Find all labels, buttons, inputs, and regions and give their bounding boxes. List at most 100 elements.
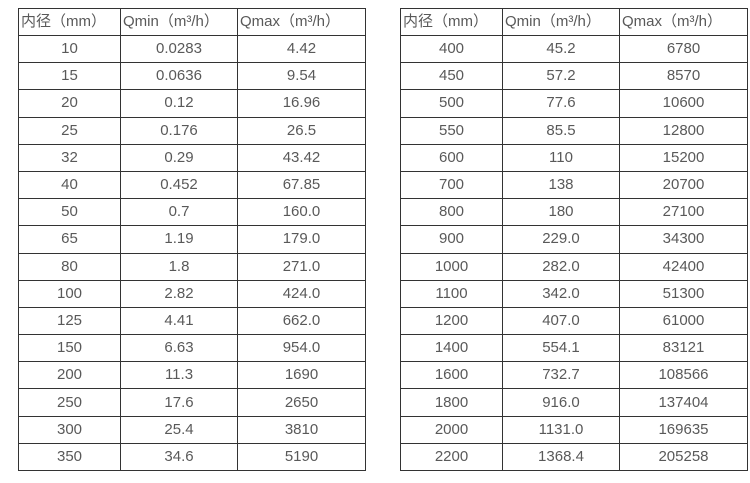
- table-cell: 3810: [237, 415, 366, 444]
- table-row: 800 180 27100: [400, 198, 748, 227]
- table-cell: 20700: [619, 170, 748, 200]
- table-cell: 407.0: [502, 306, 620, 336]
- table-cell: 600: [400, 143, 503, 172]
- table-row: 700 138 20700: [400, 170, 748, 200]
- table-cell: 282.0: [502, 252, 620, 281]
- table-cell: 61000: [619, 306, 748, 336]
- table-row: 80 1.8 271.0: [18, 252, 366, 281]
- table-cell: 1800: [400, 388, 503, 417]
- table-cell: 80: [18, 252, 121, 281]
- table-cell: 2650: [237, 388, 366, 417]
- table-cell: 43.42: [237, 143, 366, 172]
- table-cell: 25.4: [120, 415, 238, 444]
- table-row: 500 77.6 10600: [400, 89, 748, 118]
- table-cell: 400: [400, 34, 503, 64]
- table-cell: 342.0: [502, 279, 620, 308]
- table-row: 300 25.4 3810: [18, 415, 366, 444]
- table-row: 2200 1368.4 205258: [400, 442, 748, 472]
- table-row: 10 0.0283 4.42: [18, 34, 366, 64]
- table-header-row: 内径（mm） Qmin（m³/h） Qmax（m³/h）: [400, 8, 748, 36]
- table-cell: 1600: [400, 361, 503, 390]
- table-cell: 50: [18, 198, 121, 227]
- table-row: 25 0.176 26.5: [18, 116, 366, 145]
- table-cell: 700: [400, 170, 503, 200]
- table-row: 15 0.0636 9.54: [18, 62, 366, 91]
- table-cell: 65: [18, 225, 121, 254]
- table-cell: 2000: [400, 415, 503, 444]
- table-cell: 150: [18, 334, 121, 363]
- table-row: 40 0.452 67.85: [18, 170, 366, 200]
- table-cell: 34300: [619, 225, 748, 254]
- table-cell: 1131.0: [502, 415, 620, 444]
- table-row: 1100 342.0 51300: [400, 279, 748, 308]
- column-header: Qmin（m³/h）: [120, 8, 238, 36]
- table-cell: 1100: [400, 279, 503, 308]
- table-cell: 450: [400, 62, 503, 91]
- column-header: 内径（mm）: [18, 8, 121, 36]
- table-cell: 662.0: [237, 306, 366, 336]
- table-cell: 0.12: [120, 89, 238, 118]
- table-cell: 4.41: [120, 306, 238, 336]
- table-cell: 25: [18, 116, 121, 145]
- table-cell: 4.42: [237, 34, 366, 64]
- table-cell: 42400: [619, 252, 748, 281]
- column-header: Qmax（m³/h）: [237, 8, 366, 36]
- table-cell: 15: [18, 62, 121, 91]
- table-row: 20 0.12 16.96: [18, 89, 366, 118]
- column-header: Qmax（m³/h）: [619, 8, 748, 36]
- table-cell: 110: [502, 143, 620, 172]
- table-cell: 51300: [619, 279, 748, 308]
- table-cell: 10600: [619, 89, 748, 118]
- table-cell: 20: [18, 89, 121, 118]
- table-cell: 10: [18, 34, 121, 64]
- table-cell: 0.29: [120, 143, 238, 172]
- table-cell: 15200: [619, 143, 748, 172]
- table-cell: 2.82: [120, 279, 238, 308]
- table-cell: 6.63: [120, 334, 238, 363]
- table-cell: 916.0: [502, 388, 620, 417]
- table-header-row: 内径（mm） Qmin（m³/h） Qmax（m³/h）: [18, 8, 366, 36]
- table-row: 150 6.63 954.0: [18, 334, 366, 363]
- table-cell: 179.0: [237, 225, 366, 254]
- table-cell: 424.0: [237, 279, 366, 308]
- table-body: 10 0.0283 4.42 15 0.0636 9.54 20 0.12 16.96 25 0.1…: [18, 34, 366, 472]
- table-row: 1200 407.0 61000: [400, 306, 748, 336]
- table-cell: 125: [18, 306, 121, 336]
- table-row: 900 229.0 34300: [400, 225, 748, 254]
- table-row: 1800 916.0 137404: [400, 388, 748, 417]
- table-row: 65 1.19 179.0: [18, 225, 366, 254]
- table-cell: 108566: [619, 361, 748, 390]
- table-cell: 137404: [619, 388, 748, 417]
- table-cell: 1368.4: [502, 442, 620, 472]
- table-cell: 0.452: [120, 170, 238, 200]
- table-row: 600 110 15200: [400, 143, 748, 172]
- table-cell: 0.7: [120, 198, 238, 227]
- table-cell: 732.7: [502, 361, 620, 390]
- table-cell: 169635: [619, 415, 748, 444]
- table-cell: 45.2: [502, 34, 620, 64]
- table-cell: 2200: [400, 442, 503, 472]
- table-cell: 16.96: [237, 89, 366, 118]
- table-cell: 32: [18, 143, 121, 172]
- table-cell: 250: [18, 388, 121, 417]
- column-header: Qmin（m³/h）: [502, 8, 620, 36]
- table-cell: 1.8: [120, 252, 238, 281]
- table-body: 400 45.2 6780 450 57.2 8570 500 77.6 10600 550 85.…: [400, 34, 748, 472]
- table-cell: 550: [400, 116, 503, 145]
- table-cell: 0.0636: [120, 62, 238, 91]
- table-row: 200 11.3 1690: [18, 361, 366, 390]
- table-cell: 5190: [237, 442, 366, 472]
- table-row: 550 85.5 12800: [400, 116, 748, 145]
- table-cell: 954.0: [237, 334, 366, 363]
- table-cell: 160.0: [237, 198, 366, 227]
- table-cell: 350: [18, 442, 121, 472]
- table-cell: 1400: [400, 334, 503, 363]
- table-cell: 500: [400, 89, 503, 118]
- table-cell: 17.6: [120, 388, 238, 417]
- table-row: 450 57.2 8570: [400, 62, 748, 91]
- table-cell: 229.0: [502, 225, 620, 254]
- table-cell: 83121: [619, 334, 748, 363]
- table-cell: 26.5: [237, 116, 366, 145]
- table-cell: 8570: [619, 62, 748, 91]
